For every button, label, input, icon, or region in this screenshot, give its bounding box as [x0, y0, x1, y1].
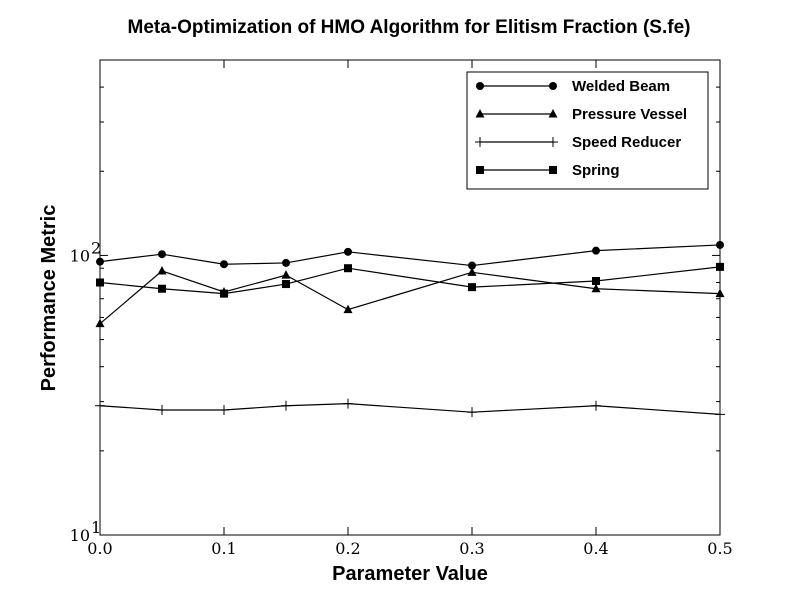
data-point-welded-beam — [716, 240, 724, 249]
data-point-welded-beam — [468, 261, 476, 270]
series-line-welded-beam — [99, 244, 721, 267]
data-point-speed-reducer — [715, 409, 725, 420]
data-point-spring — [158, 284, 166, 293]
data-point-spring — [344, 264, 352, 273]
legend-item-welded-beam: Welded Beam — [476, 78, 670, 95]
axis-ticks — [99, 60, 721, 536]
x-tick-label: 0.4 — [583, 539, 608, 558]
x-axis-label: Parameter Value — [332, 563, 488, 585]
data-point-spring — [592, 277, 600, 286]
legend-marker — [476, 82, 484, 90]
legend-label: Pressure Vessel — [572, 106, 687, 123]
x-tick-label: 0.5 — [707, 539, 732, 558]
x-tick-label: 0.3 — [459, 539, 484, 558]
chart-title: Meta-Optimization of HMO Algorithm for E… — [128, 17, 691, 38]
data-point-welded-beam — [220, 260, 228, 269]
data-point-pressure-vessel — [157, 265, 167, 275]
x-tick-label: 0.2 — [335, 539, 360, 558]
data-point-speed-reducer — [157, 404, 167, 415]
data-point-pressure-vessel — [95, 318, 105, 328]
data-point-spring — [96, 278, 104, 287]
data-point-welded-beam — [282, 258, 290, 267]
legend-marker — [548, 109, 558, 118]
data-point-speed-reducer — [219, 404, 229, 415]
legend-marker — [549, 166, 557, 174]
y-axis-label: Performance Metric — [38, 205, 60, 392]
data-point-speed-reducer — [591, 400, 601, 411]
data-point-spring — [220, 289, 228, 298]
data-point-welded-beam — [96, 257, 104, 266]
legend-marker — [549, 82, 557, 90]
legend-marker — [476, 166, 484, 174]
legend-item-spring: Spring — [476, 162, 620, 179]
series-welded-beam — [96, 240, 724, 270]
series-line-speed-reducer — [99, 403, 721, 415]
data-point-speed-reducer — [281, 400, 291, 411]
data-point-welded-beam — [592, 246, 600, 255]
series-spring — [96, 262, 724, 298]
data-point-speed-reducer — [95, 400, 105, 411]
legend-label: Speed Reducer — [572, 134, 681, 151]
legend-label: Spring — [572, 162, 620, 179]
legend-marker — [475, 109, 485, 118]
series-line-spring — [99, 266, 721, 295]
legend: Welded Beam Pressure Vessel Speed Reducer S… — [466, 71, 709, 190]
x-tick-labels: 0.0 0.1 0.2 0.3 0.4 0.5 — [87, 539, 732, 558]
y-tick-exponent: 2 — [91, 238, 101, 257]
data-point-spring — [716, 262, 724, 271]
y-tick-exponent: 1 — [91, 518, 101, 537]
legend-item-pressure-vessel: Pressure Vessel — [475, 106, 687, 123]
data-point-spring — [282, 280, 290, 289]
data-point-welded-beam — [158, 250, 166, 259]
data-point-pressure-vessel — [281, 270, 291, 279]
data-point-speed-reducer — [343, 398, 353, 409]
legend-label: Welded Beam — [572, 78, 670, 95]
data-point-spring — [468, 283, 476, 292]
data-point-pressure-vessel — [591, 283, 601, 293]
data-point-pressure-vessel — [343, 304, 353, 314]
data-point-speed-reducer — [467, 407, 477, 418]
legend-marker — [548, 137, 558, 147]
series-speed-reducer — [95, 398, 725, 420]
x-tick-label: 0.1 — [211, 539, 236, 558]
legend-marker — [475, 137, 485, 147]
data-point-pressure-vessel — [467, 267, 477, 276]
data-point-pressure-vessel — [715, 288, 725, 298]
legend-item-speed-reducer: Speed Reducer — [475, 134, 681, 151]
series-line-pressure-vessel — [99, 270, 721, 325]
y-tick-label: 10 — [70, 246, 90, 265]
y-tick-label: 10 — [70, 526, 90, 545]
data-point-welded-beam — [344, 247, 352, 256]
data-series — [95, 240, 725, 420]
x-tick-label: 0.0 — [87, 539, 112, 558]
